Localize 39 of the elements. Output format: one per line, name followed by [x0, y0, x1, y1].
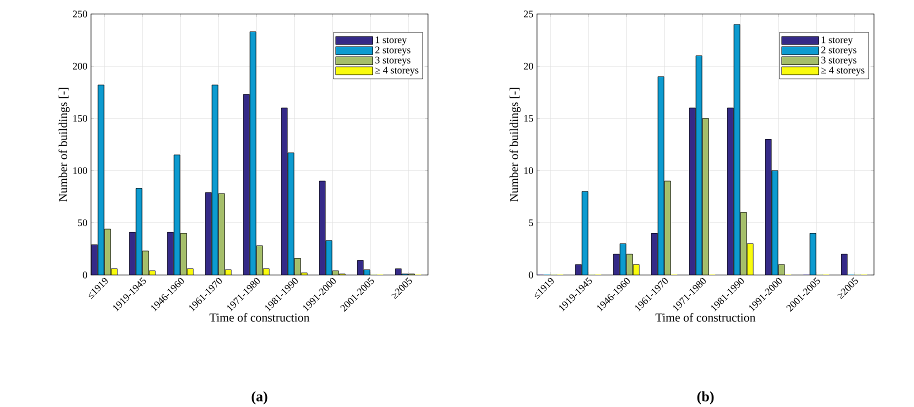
legend-label: 2 storeys: [821, 46, 856, 56]
legend-label: 2 storeys: [375, 46, 410, 56]
y-tick-label: 100: [73, 167, 88, 174]
y-tick-label: 0: [528, 272, 534, 278]
y-tick-label: 5: [529, 219, 534, 226]
x-axis-title: Time of construction: [210, 313, 310, 322]
x-axis-title: Time of construction: [656, 313, 756, 322]
legend-label: ≥ 4 storeys: [821, 66, 864, 76]
legend-label: 1 storey: [822, 36, 853, 46]
text: (a): [252, 391, 268, 404]
bar: [281, 108, 288, 275]
y-tick-label: 50: [78, 219, 88, 226]
y-tick-label: 25: [524, 10, 534, 18]
bar: [243, 94, 250, 275]
bar: [167, 232, 174, 275]
bar: [104, 228, 111, 275]
bar: [689, 108, 696, 275]
y-tick-label: 200: [72, 62, 88, 70]
legend-label: 3 storeys: [821, 56, 856, 66]
y-tick-label: 250: [72, 10, 88, 18]
legend-label: ≥ 4 storeys: [375, 66, 418, 76]
y-axis-title: Number of buildings [-]: [510, 88, 521, 202]
y-tick-label: 150: [73, 115, 88, 122]
legend-label: 3 storeys: [375, 56, 410, 66]
y-tick-label: 10: [524, 167, 534, 174]
bar: [205, 192, 212, 275]
bar: [651, 232, 658, 275]
legend-label: 1 storey: [376, 36, 407, 46]
bar: [319, 180, 326, 275]
bar: [129, 232, 136, 275]
bar: [180, 232, 187, 275]
y-tick-label: 15: [524, 115, 534, 122]
bar: [218, 193, 225, 275]
bar: [765, 139, 772, 275]
bar: [727, 108, 734, 275]
y-axis-title: Number of buildings [-]: [58, 88, 70, 202]
y-tick-label: 20: [524, 62, 534, 70]
text: (b): [697, 391, 714, 404]
y-tick-label: 0: [82, 272, 88, 278]
